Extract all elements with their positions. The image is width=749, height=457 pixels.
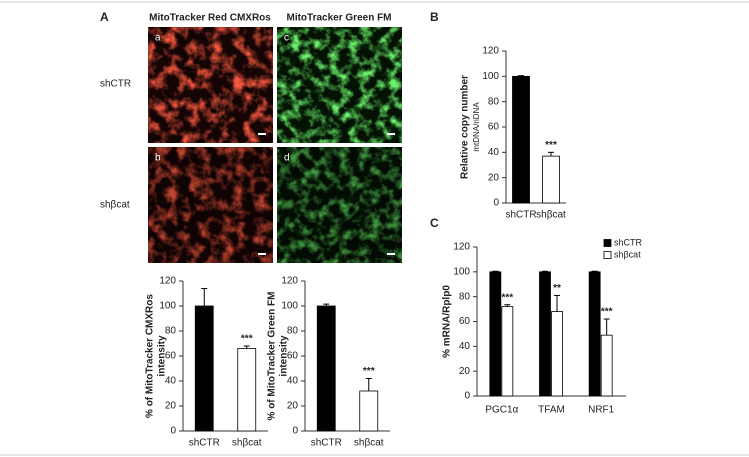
x-tick-label: shCTR [505, 210, 536, 221]
x-tick-label: NRF1 [588, 405, 615, 416]
legend-swatch [603, 239, 612, 247]
x-tick-label: shCTR [311, 438, 342, 449]
x-tick-label: TFAM [538, 405, 565, 416]
y-tick-label: 60 [488, 122, 500, 133]
y-axis-label: intensity [279, 335, 290, 377]
y-tick-label: 120 [159, 276, 176, 287]
bar [588, 271, 601, 397]
tile-label: a [155, 33, 161, 44]
y-tick-label: 120 [482, 46, 499, 57]
y-tick-label: 120 [453, 242, 470, 253]
x-tick-label: PGC1α [485, 405, 518, 416]
panel-label: A [100, 10, 109, 24]
micrograph-signal [277, 147, 402, 263]
row-label: shCTR [100, 79, 131, 90]
x-tick-label: shβcat [536, 210, 566, 221]
y-tick-label: 60 [287, 351, 299, 362]
significance: *** [501, 292, 513, 303]
legend-swatch [603, 251, 612, 259]
row-label: shβcat [100, 200, 130, 211]
y-tick-label: 40 [287, 376, 299, 387]
y-tick-label: 100 [281, 301, 298, 312]
scale-bar [387, 133, 395, 135]
tile-label: c [284, 33, 289, 44]
panel-label: C [430, 216, 439, 230]
column-title: MitoTracker Red CMXRos [149, 13, 271, 24]
y-tick-label: 80 [165, 326, 177, 337]
y-axis-label: Relative copy number [460, 75, 471, 179]
x-tick-label: shβcat [232, 438, 262, 449]
bar [551, 311, 563, 397]
y-axis-label: mtDNA/nDNA [472, 102, 481, 152]
y-tick-label: 80 [287, 326, 299, 337]
y-tick-label: 0 [464, 391, 470, 402]
column-title: MitoTracker Green FM [286, 13, 391, 24]
bar [489, 271, 502, 397]
bar [512, 75, 530, 204]
bar [237, 348, 257, 432]
y-tick-label: 60 [165, 351, 177, 362]
x-tick-label: shβcat [354, 438, 384, 449]
bar [539, 271, 551, 397]
panel-label: B [430, 10, 439, 24]
tile-label: b [155, 153, 161, 164]
micrograph-signal [148, 27, 273, 143]
significance: *** [363, 366, 375, 377]
bar [600, 334, 613, 397]
significance: *** [601, 307, 613, 318]
y-tick-label: 100 [159, 301, 176, 312]
y-axis-label: % mRNA/Rplp0 [442, 285, 453, 358]
scale-bar [258, 253, 266, 255]
y-axis-label: % of MitoTracker Green FM [267, 292, 278, 421]
bar [501, 306, 514, 397]
y-tick-label: 20 [488, 172, 500, 183]
bar [359, 390, 379, 432]
y-tick-label: 20 [165, 401, 177, 412]
y-tick-label: 60 [459, 316, 471, 327]
micrographs: a c b d [148, 27, 402, 263]
micrograph-signal [277, 27, 402, 143]
y-tick-label: 80 [459, 291, 471, 302]
legend-label: shβcat [614, 249, 641, 259]
significance: ** [553, 283, 561, 294]
bar [194, 305, 214, 432]
bar [542, 155, 560, 204]
y-tick-label: 0 [292, 426, 298, 437]
significance: *** [545, 140, 557, 151]
micrograph-signal [148, 147, 273, 263]
legend-label: shCTR [614, 237, 643, 247]
significance: *** [241, 334, 253, 345]
y-axis-label: % of MitoTracker CMXRos [145, 294, 156, 418]
bar [316, 305, 336, 432]
y-tick-label: 0 [170, 426, 176, 437]
y-axis-label: intensity [157, 335, 168, 377]
y-tick-label: 20 [287, 401, 299, 412]
tile-label: d [284, 153, 290, 164]
y-tick-label: 100 [482, 71, 499, 82]
y-tick-label: 40 [488, 147, 500, 158]
y-tick-label: 120 [281, 276, 298, 287]
y-tick-label: 0 [493, 198, 499, 209]
scale-bar [258, 133, 266, 135]
y-tick-label: 80 [488, 96, 500, 107]
x-tick-label: shCTR [189, 438, 220, 449]
scale-bar [387, 253, 395, 255]
y-tick-label: 40 [459, 341, 471, 352]
y-tick-label: 40 [165, 376, 177, 387]
y-tick-label: 100 [453, 266, 470, 277]
y-tick-label: 20 [459, 366, 471, 377]
